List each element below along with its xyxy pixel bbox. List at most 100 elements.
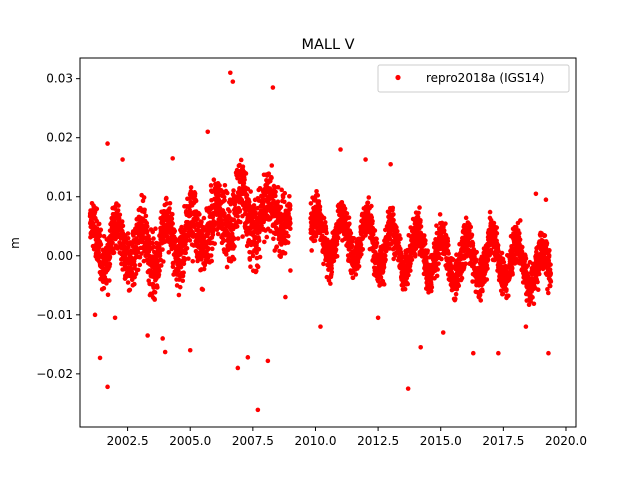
data-point: [132, 262, 138, 268]
data-point: [169, 216, 175, 222]
data-point: [369, 203, 374, 209]
data-point: [101, 285, 107, 291]
data-point: [416, 210, 421, 216]
data-point: [157, 253, 163, 259]
data-point: [125, 236, 131, 241]
data-point: [273, 193, 278, 199]
data-point: [170, 156, 175, 161]
data-point: [111, 250, 117, 255]
data-point: [131, 233, 136, 238]
data-point: [170, 264, 176, 270]
data-point: [548, 279, 554, 284]
data-point: [137, 262, 143, 268]
data-point: [496, 248, 501, 254]
data-point: [97, 355, 103, 361]
data-point: [314, 189, 319, 194]
y-axis: −0.02 −0.01 0.00 0.01 0.02 0.03: [36, 72, 80, 381]
data-point: [525, 263, 531, 268]
data-point: [248, 264, 253, 270]
data-point: [316, 199, 322, 204]
data-point: [470, 350, 476, 356]
data-point: [184, 245, 190, 251]
data-point: [215, 231, 221, 237]
data-point: [208, 183, 214, 188]
data-point: [234, 224, 240, 229]
data-point: [186, 256, 191, 261]
data-point: [360, 246, 366, 252]
data-point: [468, 224, 474, 230]
data-point: [255, 264, 261, 270]
data-point: [112, 315, 118, 321]
data-point: [324, 274, 330, 280]
data-point: [402, 286, 408, 292]
data-point: [309, 248, 314, 253]
data-point: [273, 189, 278, 195]
data-point: [546, 258, 552, 263]
x-tick-label: 2010.0: [294, 434, 336, 448]
data-point: [157, 268, 162, 274]
y-tick-label: −0.01: [36, 308, 73, 322]
x-tick-label: 2017.5: [482, 434, 524, 448]
x-axis: 2002.5 2005.0 2007.5 2010.0 2012.5 2015.0 2017…: [107, 427, 587, 448]
data-point: [271, 236, 276, 242]
data-point: [334, 241, 340, 247]
data-point: [170, 221, 175, 226]
data-point: [242, 177, 247, 182]
data-point: [282, 250, 288, 256]
data-point: [454, 252, 459, 257]
data-point: [370, 232, 376, 237]
data-point: [145, 224, 150, 229]
data-point: [256, 246, 262, 252]
data-point: [282, 199, 287, 205]
data-point: [517, 237, 523, 242]
data-point: [244, 232, 250, 237]
data-point: [162, 349, 168, 355]
data-point: [533, 191, 539, 197]
data-point: [382, 253, 388, 259]
x-tick-label: 2007.5: [232, 434, 274, 448]
data-point: [96, 221, 102, 227]
data-point: [318, 324, 323, 329]
data-point: [375, 315, 381, 321]
data-point: [287, 194, 292, 199]
data-point: [370, 218, 375, 224]
data-point: [125, 231, 131, 236]
data-point: [348, 230, 354, 236]
data-point: [156, 272, 162, 277]
data-point: [120, 223, 126, 229]
data-point: [217, 183, 222, 188]
data-point: [178, 264, 184, 270]
data-point: [478, 298, 484, 303]
data-point: [141, 195, 147, 200]
data-point: [187, 347, 193, 353]
y-tick-label: 0.03: [46, 72, 73, 86]
data-point: [269, 175, 274, 181]
data-point: [459, 275, 465, 281]
data-point: [251, 206, 257, 212]
data-point: [366, 195, 372, 200]
data-point: [205, 129, 211, 135]
data-point: [287, 203, 293, 208]
data-point: [443, 232, 449, 238]
data-point: [224, 252, 229, 257]
data-point: [285, 240, 291, 245]
data-point: [270, 85, 276, 90]
data-point: [235, 214, 240, 219]
data-point: [176, 268, 181, 273]
data-point: [312, 238, 318, 243]
data-point: [487, 252, 492, 258]
data-point: [439, 256, 444, 262]
data-point: [275, 185, 281, 190]
data-point: [406, 272, 411, 278]
data-point: [350, 275, 356, 281]
data-point: [221, 194, 227, 200]
data-point: [446, 251, 451, 256]
data-point: [456, 283, 462, 289]
data-point: [405, 281, 411, 287]
data-point: [450, 257, 456, 263]
data-point: [396, 240, 401, 245]
y-tick-label: 0.01: [46, 190, 73, 204]
data-point: [120, 157, 125, 162]
data-point: [282, 234, 287, 240]
